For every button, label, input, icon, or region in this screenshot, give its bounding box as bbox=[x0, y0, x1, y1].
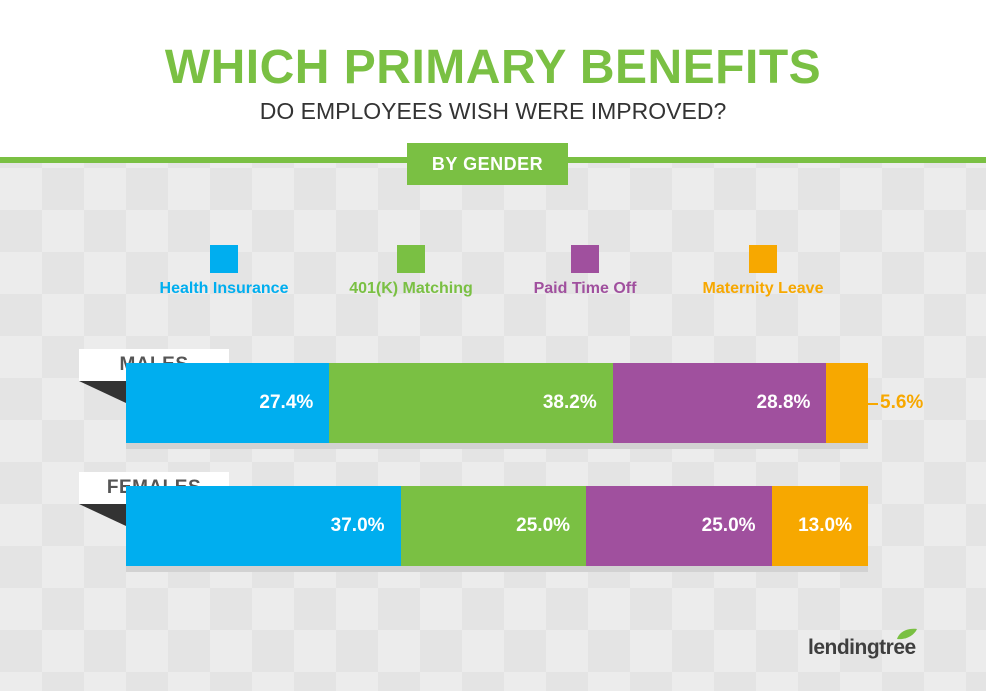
legend-label: 401(K) Matching bbox=[349, 280, 473, 297]
header: WHICH PRIMARY BENEFITS DO EMPLOYEES WISH… bbox=[0, 0, 986, 163]
data-label-leader bbox=[868, 403, 878, 405]
bar-segment: 25.0% bbox=[400, 486, 587, 566]
data-label: 37.0% bbox=[330, 515, 385, 536]
bar-shadow bbox=[126, 443, 868, 449]
bar-segment bbox=[826, 363, 868, 443]
data-label: 25.0% bbox=[701, 515, 756, 536]
legend-label: Paid Time Off bbox=[533, 280, 637, 297]
bar-row: 37.0% 25.0% 25.0% 13.0% bbox=[126, 486, 868, 566]
leaf-icon bbox=[897, 628, 917, 640]
chart-subtitle: DO EMPLOYEES WISH WERE IMPROVED? bbox=[259, 98, 727, 124]
bar-segment: 37.0% bbox=[126, 486, 401, 566]
legend-swatch bbox=[397, 245, 425, 273]
bar-segment: 38.2% bbox=[329, 363, 613, 443]
legend-swatch bbox=[749, 245, 777, 273]
group-badge: BY GENDER bbox=[407, 143, 568, 185]
legend-item: Health Insurance bbox=[129, 245, 319, 305]
lendingtree-logo: lendingtree bbox=[808, 628, 938, 662]
bar-segment: 25.0% bbox=[586, 486, 772, 566]
data-label: 27.4% bbox=[259, 392, 314, 413]
legend-label: Health Insurance bbox=[159, 280, 289, 297]
legend-item: 401(K) Matching bbox=[316, 245, 506, 305]
legend-swatch bbox=[210, 245, 238, 273]
bar-row: 27.4% 38.2% 28.8% bbox=[126, 363, 868, 443]
label-fold bbox=[79, 381, 126, 403]
legend-item: Paid Time Off bbox=[490, 245, 680, 305]
data-label: 38.2% bbox=[542, 392, 597, 413]
label-fold bbox=[79, 504, 126, 526]
legend-item: Maternity Leave bbox=[668, 245, 858, 305]
bar-shadow bbox=[126, 566, 868, 572]
chart-title: WHICH PRIMARY BENEFITS bbox=[164, 41, 822, 94]
data-label: 25.0% bbox=[516, 515, 571, 536]
data-label-outside: 5.6% bbox=[880, 392, 924, 413]
legend-label: Maternity Leave bbox=[702, 280, 824, 297]
legend-swatch bbox=[571, 245, 599, 273]
bar-segment: 28.8% bbox=[612, 363, 827, 443]
bar-segment: 13.0% bbox=[771, 486, 868, 566]
bar-segment: 27.4% bbox=[126, 363, 330, 443]
data-label: 28.8% bbox=[756, 392, 811, 413]
logo-text: lendingtree bbox=[808, 636, 916, 659]
data-label: 13.0% bbox=[798, 515, 852, 536]
